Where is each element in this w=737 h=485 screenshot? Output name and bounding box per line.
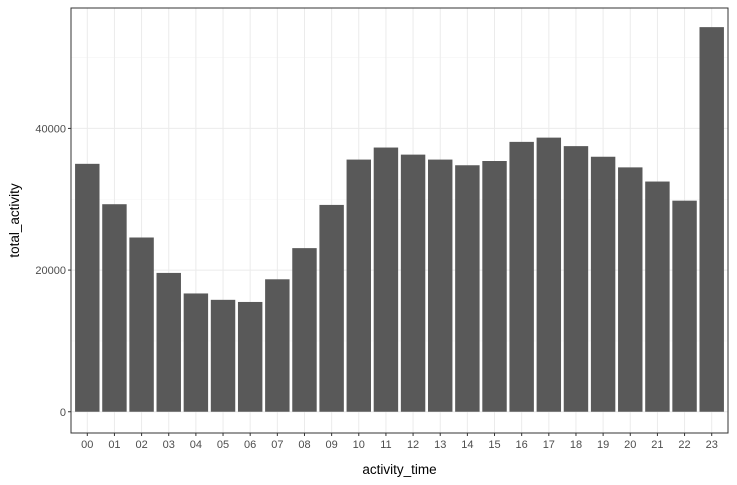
bars: [75, 27, 724, 412]
x-tick-label: 01: [108, 439, 120, 451]
bar-17: [536, 137, 562, 412]
x-tick-label: 21: [651, 439, 663, 451]
x-tick-label: 00: [81, 439, 93, 451]
x-tick-label: 15: [488, 439, 500, 451]
x-tick-label: 11: [380, 439, 391, 451]
x-tick-label: 12: [407, 439, 419, 451]
bar-03: [156, 272, 181, 412]
x-tick-label: 04: [190, 439, 202, 451]
bar-21: [645, 181, 670, 412]
bar-19: [590, 156, 616, 412]
bar-15: [482, 161, 507, 412]
bar-10: [346, 159, 371, 412]
y-tick-label: 20000: [35, 265, 66, 277]
panel-border: [70, 7, 729, 434]
bar-12: [400, 154, 426, 412]
bar-13: [428, 159, 453, 412]
x-tick-label: 18: [570, 439, 582, 451]
x-tick-label: 10: [353, 439, 365, 451]
y-axis: 0 20000 40000: [35, 123, 71, 419]
bar-02: [129, 237, 154, 412]
x-tick-label: 02: [135, 439, 147, 451]
x-tick-label: 09: [326, 439, 338, 451]
x-tick-label: 05: [217, 439, 229, 451]
bar-06: [237, 301, 263, 412]
x-tick-label: 03: [163, 439, 175, 451]
x-tick-label: 07: [271, 439, 283, 451]
x-tick-label: 14: [461, 439, 473, 451]
bar-01: [102, 204, 127, 412]
x-tick-label: 08: [298, 439, 310, 451]
x-axis: 00 01 02 03 04 05 06 07 08 09 10 11 12 13 14 15 16 17 18 19…: [81, 433, 718, 451]
y-axis-title: total_activity: [7, 183, 22, 258]
bar-08: [292, 248, 317, 412]
bar-07: [265, 279, 290, 412]
x-tick-label: 22: [678, 439, 690, 451]
bar-04: [183, 293, 209, 412]
bar-00: [75, 163, 100, 412]
x-axis-title: activity_time: [362, 462, 436, 477]
bar-05: [210, 299, 236, 412]
x-tick-label: 06: [244, 439, 256, 451]
bar-20: [618, 167, 643, 412]
x-tick-label: 20: [624, 439, 636, 451]
bar-23: [699, 27, 724, 412]
x-tick-label: 17: [543, 439, 555, 451]
bar-18: [563, 146, 589, 412]
bar-09: [319, 204, 344, 412]
x-tick-label: 19: [597, 439, 609, 451]
x-tick-label: 13: [434, 439, 446, 451]
bar-16: [509, 141, 534, 412]
y-tick-label: 0: [60, 407, 66, 419]
bar-11: [373, 147, 399, 412]
bar-22: [672, 200, 697, 412]
bar-14: [455, 165, 480, 412]
y-tick-label: 40000: [35, 123, 66, 135]
x-tick-label: 23: [706, 439, 718, 451]
x-tick-label: 16: [516, 439, 528, 451]
